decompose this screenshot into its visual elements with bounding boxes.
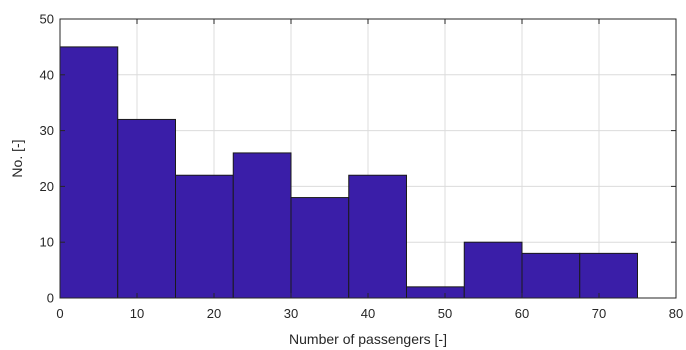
- y-tick-label: 20: [40, 179, 54, 194]
- x-tick-label: 60: [515, 306, 529, 321]
- y-tick-label: 40: [40, 67, 54, 82]
- histogram-bar: [579, 252, 638, 299]
- x-tick-label: 30: [284, 306, 298, 321]
- x-tick-label: 50: [438, 306, 452, 321]
- y-tick-label: 0: [47, 291, 54, 306]
- x-tick-label: 40: [361, 306, 375, 321]
- y-tick-label: 10: [40, 235, 54, 250]
- y-tick-label: 30: [40, 123, 54, 138]
- x-axis-label: Number of passengers [-]: [289, 331, 447, 347]
- histogram-bar: [59, 46, 119, 299]
- histogram-bar: [521, 252, 581, 299]
- histogram-bar: [290, 197, 350, 299]
- histogram-bar: [232, 152, 292, 299]
- x-tick-label: 20: [207, 306, 221, 321]
- y-tick-label: 50: [40, 12, 54, 27]
- axis-ticks: 0 10 20 30 40 50 60 70 80 0 10 20 30 40 50: [40, 12, 684, 322]
- histogram-bar: [463, 241, 523, 299]
- y-axis-label: No. [-]: [9, 139, 25, 177]
- histogram-bar: [348, 174, 407, 299]
- x-tick-label: 70: [592, 306, 606, 321]
- x-tick-label: 10: [130, 306, 144, 321]
- histogram-bar: [406, 286, 465, 299]
- histogram-bar: [175, 174, 234, 299]
- histogram-bar: [117, 118, 176, 299]
- histogram-bars: [59, 46, 638, 299]
- x-tick-label: 0: [56, 306, 63, 321]
- x-tick-label: 80: [669, 306, 683, 321]
